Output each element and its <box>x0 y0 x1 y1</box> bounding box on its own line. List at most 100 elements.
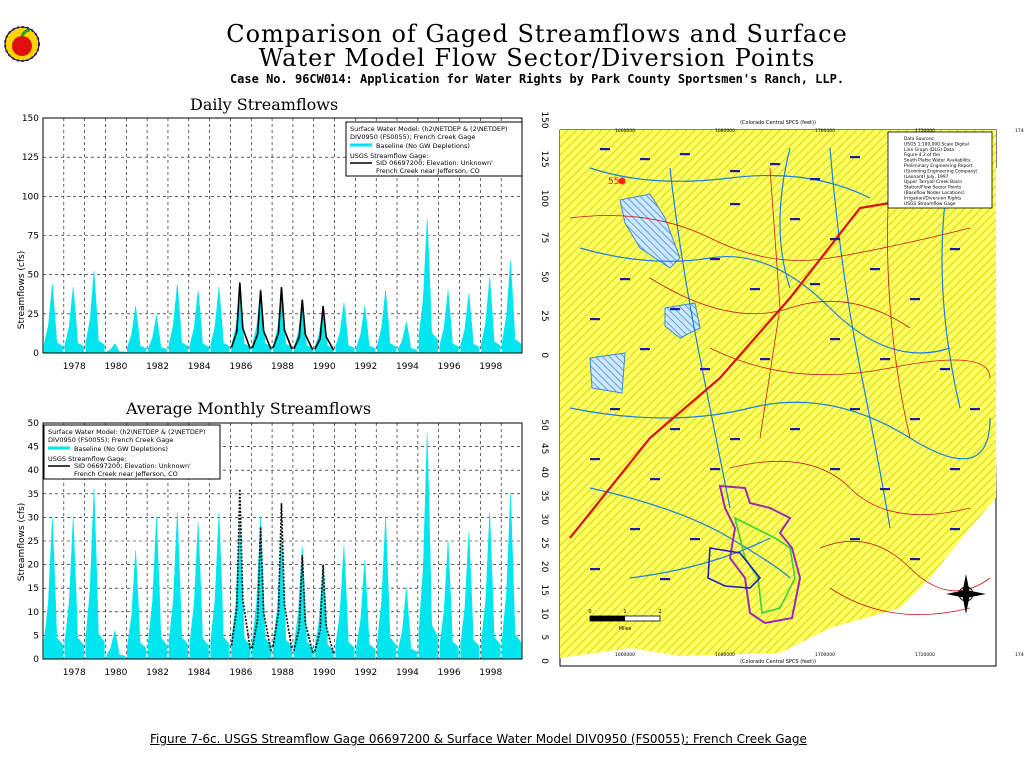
map-right-axis-label: 150 <box>539 111 549 128</box>
map-left-axis-label: 30 <box>539 514 549 526</box>
diversion-point <box>600 148 610 151</box>
daily-x-tick-label: 1978 <box>63 362 86 372</box>
monthly-baseline-peak <box>377 517 397 660</box>
map-scale-bar: 0 1 2 Miles <box>588 609 661 632</box>
diversion-point <box>750 288 760 291</box>
diversion-point <box>650 478 660 481</box>
daily-x-tick-label: 1986 <box>229 362 252 372</box>
daily-baseline-peak <box>481 277 501 354</box>
diversion-point <box>940 368 950 371</box>
diversion-point <box>730 203 740 206</box>
monthly-baseline-peak <box>501 493 522 660</box>
north-arrow-icon <box>946 574 986 614</box>
daily-legend-gage-sub2: French Creek near Jefferson, CO <box>376 167 480 175</box>
daily-chart-title: Daily Streamflows <box>190 95 338 114</box>
monthly-y-tick-label: 20 <box>28 561 40 571</box>
diversion-point <box>950 528 960 531</box>
monthly-baseline-peak <box>106 630 126 660</box>
diversion-point <box>850 538 860 541</box>
daily-x-tick-label: 1982 <box>146 362 169 372</box>
monthly-y-tick-label: 10 <box>28 608 40 618</box>
diversion-point <box>620 278 630 281</box>
monthly-baseline-peak <box>356 559 376 660</box>
diversion-point <box>770 163 780 166</box>
diversion-point <box>850 408 860 411</box>
map-legend-line: Station/Flow Sector Points <box>904 185 962 191</box>
monthly-x-tick-label: 1994 <box>396 668 419 678</box>
daily-baseline-peak <box>335 302 355 354</box>
map-left-axis-label: 45 <box>539 443 549 454</box>
monthly-baseline-peak <box>314 564 334 660</box>
monthly-baseline-peak <box>168 512 188 660</box>
daily-x-tick-label: 1984 <box>188 362 211 372</box>
monthly-x-tick-label: 1988 <box>271 668 294 678</box>
daily-legend-gage-label: USGS Streamflow Gage: <box>350 152 428 160</box>
monthly-legend-model-label: Surface Water Model: (h2\NETDEP & (2\NET… <box>48 428 205 436</box>
map-right-axis-label: 125 <box>539 151 549 168</box>
monthly-baseline-peak <box>460 531 480 660</box>
diversion-point <box>950 468 960 471</box>
diversion-point <box>760 358 770 361</box>
diversion-point <box>730 170 740 173</box>
daily-baseline-peak <box>501 260 522 354</box>
diversion-point <box>790 218 800 221</box>
daily-baseline-peak <box>64 287 84 354</box>
monthly-gage-peak <box>251 526 272 652</box>
daily-legend-baseline: Baseline (No GW Depletions) <box>376 142 470 150</box>
diversion-point <box>630 528 640 531</box>
diversion-point <box>910 558 920 561</box>
diversion-point <box>590 458 600 461</box>
daily-gage-peak <box>314 305 335 351</box>
monthly-x-tick-label: 1978 <box>63 668 86 678</box>
monthly-x-tick-label: 1996 <box>438 668 461 678</box>
daily-plot-area: 0 25 50 75 100 125 150 1978 1980 1982 1984 1986 1988… <box>22 114 523 372</box>
diversion-point <box>670 308 680 311</box>
monthly-baseline-peak <box>418 432 438 660</box>
daily-x-tick-label: 1996 <box>438 362 461 372</box>
map-bottom-ticks: 1660000 1680000 1700000 1720000 1740000 <box>615 652 1024 658</box>
map-right-axis-label: 25 <box>539 310 549 321</box>
daily-x-tick-label: 1992 <box>354 362 377 372</box>
daily-baseline-peak <box>210 287 230 354</box>
daily-streamflows-chart: Daily Streamflows Streamflows (cfs) 0 25 5… <box>17 95 523 372</box>
monthly-y-tick-label: 15 <box>28 584 39 594</box>
daily-plot-frame <box>42 117 523 354</box>
monthly-baseline-peak <box>43 517 64 660</box>
scale-label-1: 1 <box>623 609 626 615</box>
map-bottom-tick: 1700000 <box>815 652 835 658</box>
daily-x-tick-label: 1980 <box>104 362 127 372</box>
diversion-point <box>950 248 960 251</box>
diversion-point <box>710 468 720 471</box>
reservoir-area-3 <box>589 352 626 394</box>
monthly-x-tick-label: 1980 <box>104 668 127 678</box>
map-top-coord-label: (Colorado Central SPCS (feet)) <box>740 120 816 126</box>
monthly-baseline-peak <box>481 512 501 660</box>
daily-y-tick-label: 125 <box>22 153 39 163</box>
gage-marker-label: 55 <box>608 177 619 187</box>
monthly-y-tick-label: 50 <box>28 419 40 429</box>
logo-emblem <box>2 18 46 66</box>
daily-legend-model-label: Surface Water Model: (h2\NETDEP & (2\NET… <box>350 125 507 133</box>
diversion-point <box>830 338 840 341</box>
map-right-axis-label: 0 <box>539 352 549 358</box>
map-bottom-coord-label: (Colorado Central SPCS (feet)) <box>740 659 816 665</box>
diversion-point <box>730 438 740 441</box>
map-right-axis-label: 100 <box>539 190 549 207</box>
diversion-point <box>870 268 880 271</box>
monthly-gage-peak <box>230 489 252 649</box>
diversion-point <box>610 408 620 411</box>
monthly-legend: Surface Water Model: (h2\NETDEP & (2\NET… <box>43 424 221 480</box>
monthly-legend-baseline: Baseline (No GW Depletions) <box>74 445 168 453</box>
daily-x-tick-label: 1994 <box>396 362 419 372</box>
monthly-y-tick-label: 30 <box>28 513 40 523</box>
monthly-x-tick-label: 1986 <box>229 668 252 678</box>
diversion-point <box>670 428 680 431</box>
figure-caption: Figure 7-6c. USGS Streamflow Gage 066972… <box>150 732 807 746</box>
diversion-point <box>850 156 860 159</box>
monthly-x-tick-label: 1982 <box>146 668 169 678</box>
daily-legend-model-sub: DIV0950 (FS0055); French Creek Gage <box>350 133 475 141</box>
diversion-point <box>880 358 890 361</box>
map-bottom-tick: 1660000 <box>615 652 635 658</box>
